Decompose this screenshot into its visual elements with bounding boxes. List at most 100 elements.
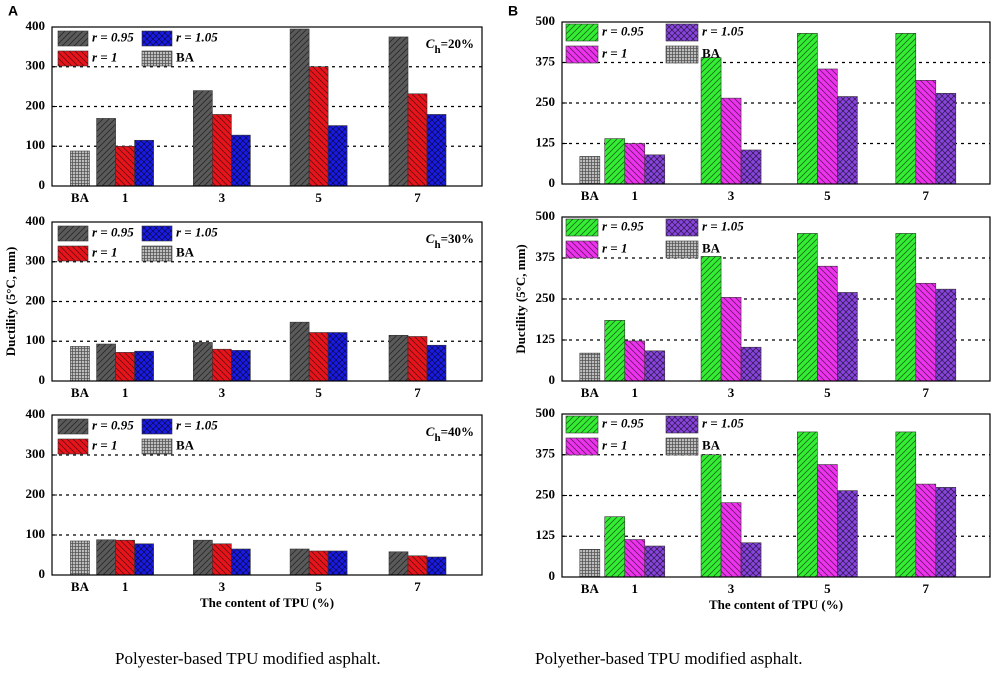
bar xyxy=(895,431,917,578)
y-tick-label: 0 xyxy=(549,372,556,387)
bar xyxy=(579,548,601,578)
legend-swatch xyxy=(141,30,173,47)
legend-label: r = 1 xyxy=(602,45,627,60)
bar xyxy=(134,350,154,382)
x-tick-label: BA xyxy=(581,188,600,203)
y-tick-label: 100 xyxy=(26,526,46,541)
x-tick-label: 7 xyxy=(414,385,421,400)
caption: Polyether-based TPU modified asphalt. xyxy=(535,649,803,668)
x-tick-label: BA xyxy=(71,579,90,594)
legend-swatch xyxy=(57,245,89,262)
bar xyxy=(915,483,937,578)
x-tick-label: 5 xyxy=(824,581,831,596)
y-tick-label: 125 xyxy=(536,527,556,542)
bar xyxy=(193,342,213,382)
legend-swatch xyxy=(665,240,699,259)
y-tick-label: 400 xyxy=(26,18,46,33)
y-tick-label: 300 xyxy=(26,58,46,73)
bar xyxy=(115,352,135,382)
y-tick-label: 0 xyxy=(549,175,556,190)
bar xyxy=(327,332,348,382)
bar xyxy=(289,28,310,187)
y-tick-label: 100 xyxy=(26,137,46,152)
annotation-part: =40% xyxy=(441,424,474,439)
x-tick-label: 1 xyxy=(122,190,129,205)
bar xyxy=(212,543,232,576)
bar xyxy=(797,233,818,382)
x-tick-label: 1 xyxy=(632,385,639,400)
x-tick-label: 5 xyxy=(824,385,831,400)
bar xyxy=(720,97,742,185)
legend-swatch xyxy=(565,218,599,237)
legend-label: r = 1.05 xyxy=(702,415,744,430)
bar xyxy=(231,548,251,576)
bar xyxy=(308,550,329,576)
y-tick-label: 500 xyxy=(536,405,556,420)
plot-frame xyxy=(561,216,991,382)
legend-swatch xyxy=(665,415,699,434)
bar xyxy=(604,138,626,185)
x-tick-label: 3 xyxy=(219,190,226,205)
x-tick-label: 7 xyxy=(414,579,421,594)
bar xyxy=(644,154,666,185)
bar xyxy=(388,334,409,382)
y-tick-label: 0 xyxy=(39,372,46,387)
legend-swatch xyxy=(565,23,599,42)
y-tick-label: 300 xyxy=(26,253,46,268)
x-tick-label: BA xyxy=(581,581,600,596)
legend-label: r = 1 xyxy=(602,240,627,255)
plot-frame xyxy=(561,21,991,185)
legend-label: r = 0.95 xyxy=(602,218,644,233)
bar xyxy=(740,542,762,578)
y-tick-label: 375 xyxy=(536,53,556,68)
bar xyxy=(426,556,447,576)
x-tick-label: 7 xyxy=(923,188,930,203)
bar xyxy=(720,297,742,382)
bar xyxy=(289,548,310,576)
x-tick-label: BA xyxy=(71,190,90,205)
legend-label: r = 0.95 xyxy=(602,415,644,430)
y-tick-label: 200 xyxy=(26,486,46,501)
legend-label: r = 1.05 xyxy=(176,29,218,44)
bar xyxy=(700,454,722,578)
bar xyxy=(700,57,722,185)
y-axis-label: Ductility (5°C, mm) xyxy=(513,244,528,354)
bar xyxy=(289,321,310,382)
plot-frame xyxy=(561,413,991,578)
bar xyxy=(797,33,818,185)
annotation-part: C xyxy=(426,36,435,51)
bar xyxy=(700,256,722,382)
x-tick-label: 1 xyxy=(632,188,639,203)
bar xyxy=(212,348,232,382)
x-tick-label: BA xyxy=(71,385,90,400)
legend-swatch xyxy=(141,438,173,455)
legend-label: r = 0.95 xyxy=(92,417,134,432)
legend-swatch xyxy=(141,418,173,435)
bar xyxy=(740,346,762,382)
y-tick-label: 375 xyxy=(536,249,556,264)
annotation-part: =20% xyxy=(441,36,474,51)
legend-label: BA xyxy=(176,437,195,452)
bar xyxy=(231,350,251,382)
plot-frame xyxy=(51,26,483,187)
bar xyxy=(624,143,646,185)
bar xyxy=(134,139,154,187)
bar xyxy=(837,292,858,382)
y-tick-label: 400 xyxy=(26,406,46,421)
x-tick-label: BA xyxy=(581,385,600,400)
legend-swatch xyxy=(665,45,699,64)
x-tick-label: 7 xyxy=(414,190,421,205)
x-tick-label: 7 xyxy=(923,581,930,596)
x-axis-label: The content of TPU (%) xyxy=(200,595,334,610)
bar xyxy=(193,90,213,187)
bar xyxy=(935,487,957,578)
y-tick-label: 0 xyxy=(39,566,46,581)
legend-label: r = 0.95 xyxy=(602,23,644,38)
bar xyxy=(740,149,762,185)
bar xyxy=(327,125,348,187)
annotation: Ch=20% xyxy=(426,36,474,56)
x-tick-label: 3 xyxy=(728,385,735,400)
bar xyxy=(644,350,666,382)
annotation-part: h xyxy=(434,44,440,56)
